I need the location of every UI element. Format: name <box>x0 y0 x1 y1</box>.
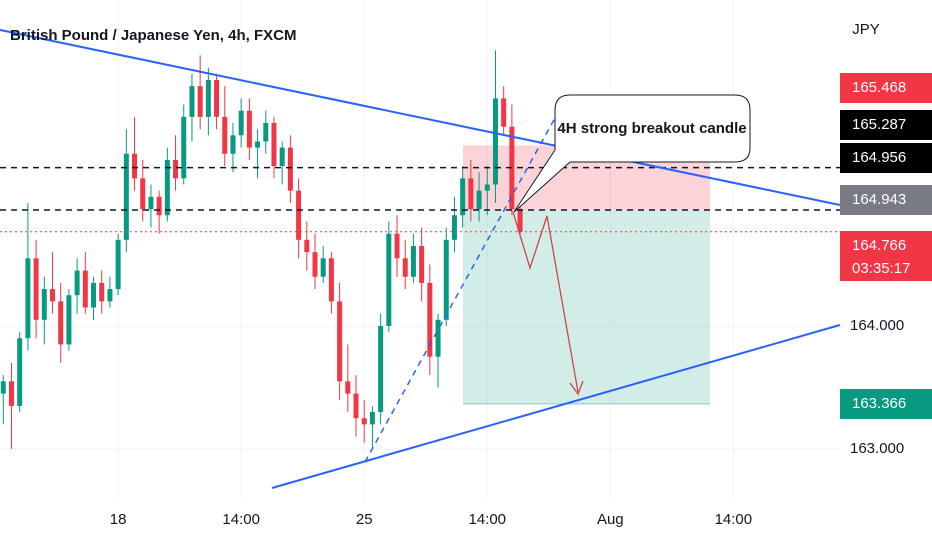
candle-body <box>238 110 244 136</box>
candle-body <box>337 301 343 382</box>
y-tick-label: 163.000 <box>850 440 904 457</box>
candle-body <box>82 270 88 308</box>
candle-body <box>173 159 179 179</box>
candle-body <box>140 178 146 210</box>
candle-body <box>369 412 375 425</box>
x-tick-label: Aug <box>597 511 624 528</box>
candle-body <box>378 325 384 413</box>
candle-body <box>435 319 441 357</box>
y-tick-label: 164.000 <box>850 317 904 334</box>
candle-body <box>476 190 482 210</box>
countdown: 03:35:17 <box>852 260 910 277</box>
candle-body <box>66 295 72 345</box>
candle-body <box>304 239 310 253</box>
candle-body <box>132 153 138 179</box>
candle-body <box>410 246 416 277</box>
candle-body <box>189 86 195 117</box>
candle-body <box>107 289 113 302</box>
levels <box>0 166 840 233</box>
candle-body <box>0 381 6 394</box>
y-axis-label: JPY <box>852 21 880 38</box>
candle-body <box>451 215 457 240</box>
candle-body <box>419 246 425 283</box>
candle-body <box>214 79 220 117</box>
candle-body <box>115 239 121 290</box>
x-tick-label: 14:00 <box>222 511 260 528</box>
candle-body <box>296 190 302 240</box>
candle-body <box>230 135 236 154</box>
candle-body <box>394 233 400 259</box>
candle-body <box>361 418 367 425</box>
candle-body <box>345 381 351 394</box>
target-zone <box>463 209 710 404</box>
candle-body <box>164 159 170 216</box>
candle-body <box>501 98 507 127</box>
callout <box>513 94 751 213</box>
candle-body <box>33 258 39 320</box>
candle-body <box>271 123 277 167</box>
price-badges: 165.468 165.287 164.956 164.943 164.766 03:35… <box>840 73 932 419</box>
price-badge <box>840 231 932 281</box>
candle-body <box>246 110 252 148</box>
candle-body <box>484 184 490 191</box>
x-tick-label: 14:00 <box>468 511 506 528</box>
candle-body <box>91 282 97 308</box>
candle-body <box>41 289 47 320</box>
candle-body <box>279 147 285 167</box>
price-badge <box>840 143 932 173</box>
projection-arrow <box>512 211 579 393</box>
candle-body <box>25 258 31 339</box>
candle-body <box>312 252 318 277</box>
candle-body <box>17 338 23 406</box>
x-tick-label: 14:00 <box>715 511 753 528</box>
candle-body <box>99 282 105 302</box>
candle-body <box>50 289 55 302</box>
candle-body <box>353 393 359 419</box>
price-badge-label: 165.468 <box>852 79 906 96</box>
price-badge <box>840 389 932 419</box>
candle-body <box>123 153 129 240</box>
candles <box>0 50 523 449</box>
candle-body <box>427 282 433 357</box>
candle-body <box>492 98 498 185</box>
candle-body <box>74 270 80 296</box>
candle-body <box>287 147 293 191</box>
candle-body <box>263 123 269 142</box>
candle-body <box>386 233 392 326</box>
candle-body <box>468 178 474 210</box>
trend-line-lower <box>271 324 841 489</box>
candle-body <box>402 258 408 277</box>
annotation: 4H strong breakout candle <box>557 120 746 137</box>
price-badge <box>840 110 932 140</box>
price-badge-label: 165.287 <box>852 116 906 133</box>
candle-body <box>181 116 187 179</box>
x-tick-label: 18 <box>110 511 127 528</box>
candle-body <box>156 196 162 216</box>
arrow-head <box>569 380 584 396</box>
x-tick-label: 25 <box>356 511 373 528</box>
candle-body <box>197 86 203 117</box>
candle-body <box>148 196 154 210</box>
candle-body <box>58 301 64 345</box>
price-badge-label: 164.956 <box>852 149 906 166</box>
price-badge-label: 164.943 <box>852 191 906 208</box>
candle-body <box>8 381 14 406</box>
candle-body <box>320 258 326 277</box>
candle-body <box>328 258 334 302</box>
price-badge <box>840 73 932 103</box>
price-badge <box>840 185 932 215</box>
candle-body <box>205 79 211 117</box>
price-badge-label: 163.366 <box>852 395 906 412</box>
trend-line-upper <box>0 29 841 206</box>
candle-body <box>517 209 523 232</box>
price-badge-label: 164.766 <box>852 237 906 254</box>
chart-title: British Pound / Japanese Yen, 4h, FXCM <box>10 27 296 44</box>
candle-body <box>443 239 449 320</box>
candle-body <box>460 178 466 216</box>
candle-body <box>255 141 261 148</box>
candle-body <box>222 116 228 154</box>
position-boxes <box>463 145 710 405</box>
